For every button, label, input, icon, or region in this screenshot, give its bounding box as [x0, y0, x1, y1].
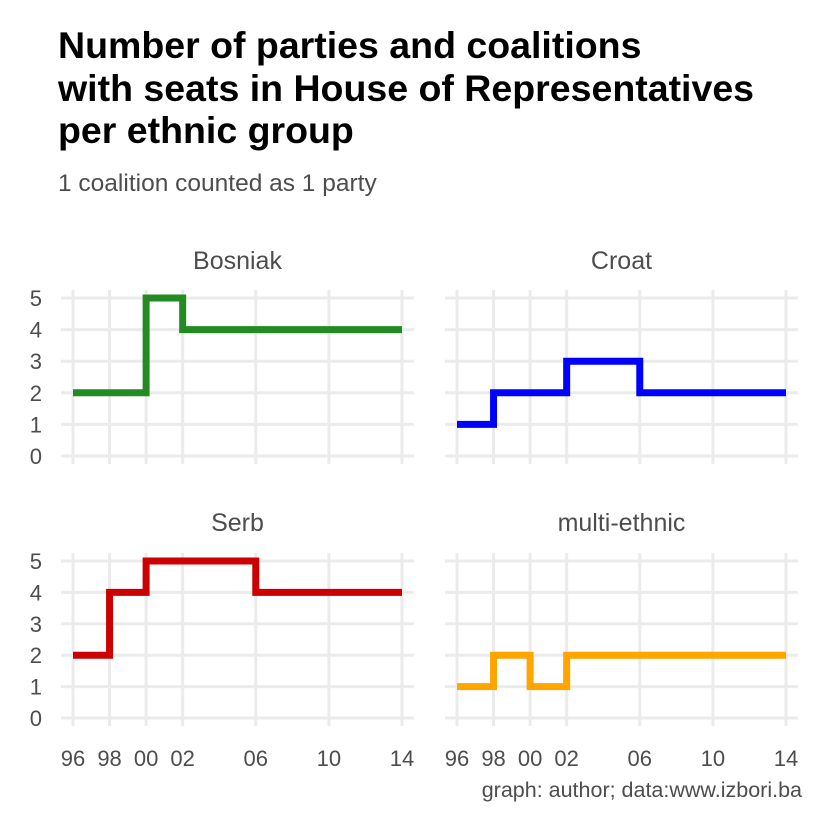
y-tick-label: 3 — [30, 349, 42, 374]
x-tick-label: 98 — [97, 746, 121, 771]
y-tick-label: 2 — [30, 643, 42, 668]
panel-title: multi-ethnic — [558, 509, 686, 537]
panel-title: Bosniak — [193, 247, 282, 275]
x-tick-label: 14 — [774, 746, 798, 771]
x-tick-label: 10 — [701, 746, 725, 771]
x-tick-label: 96 — [61, 746, 85, 771]
y-tick-label: 3 — [30, 612, 42, 637]
panel-serb: Serb 0 1 2 3 4 5 96 98 00 02 06 10 14 — [30, 509, 414, 771]
chart-caption: graph: author; data:www.izbori.ba — [481, 778, 802, 802]
panel-title: Serb — [211, 509, 264, 537]
series-line — [457, 357, 786, 428]
x-tick-label: 14 — [390, 746, 414, 771]
x-tick-label: 02 — [554, 746, 578, 771]
series-line — [457, 651, 786, 691]
y-tick-label: 5 — [30, 549, 42, 574]
y-tick-label: 1 — [30, 675, 42, 700]
y-tick-label: 4 — [30, 580, 42, 605]
y-tick-label: 0 — [30, 706, 42, 731]
panel-bosniak: Bosniak 0 1 2 3 4 5 — [30, 247, 414, 469]
x-tick-label: 96 — [445, 746, 469, 771]
series-line — [73, 557, 402, 659]
chart-title-line-1: Number of parties and coalitions — [58, 24, 642, 66]
x-tick-label: 02 — [170, 746, 194, 771]
x-tick-label: 00 — [518, 746, 542, 771]
x-tick-label: 06 — [244, 746, 268, 771]
panel-multi-ethnic: multi-ethnic 96 98 00 02 06 10 14 — [445, 509, 798, 771]
panel-croat: Croat — [445, 247, 798, 464]
series-line — [73, 294, 402, 397]
y-tick-label: 4 — [30, 318, 42, 343]
chart-title-line-2: with seats in House of Representatives — [58, 66, 755, 109]
y-tick-label: 1 — [30, 412, 42, 437]
x-tick-label: 98 — [481, 746, 505, 771]
chart-title-line-3: per ethnic group — [58, 109, 354, 151]
chart-subtitle: 1 coalition counted as 1 party — [58, 170, 377, 197]
x-tick-label: 10 — [317, 746, 341, 771]
panel-title: Croat — [591, 247, 652, 275]
x-tick-label: 00 — [134, 746, 158, 771]
y-tick-label: 0 — [30, 444, 42, 469]
y-tick-label: 2 — [30, 381, 42, 406]
y-tick-label: 5 — [30, 286, 42, 311]
chart-title: Number of parties and coalitions with se… — [58, 24, 826, 152]
x-tick-label: 06 — [628, 746, 652, 771]
